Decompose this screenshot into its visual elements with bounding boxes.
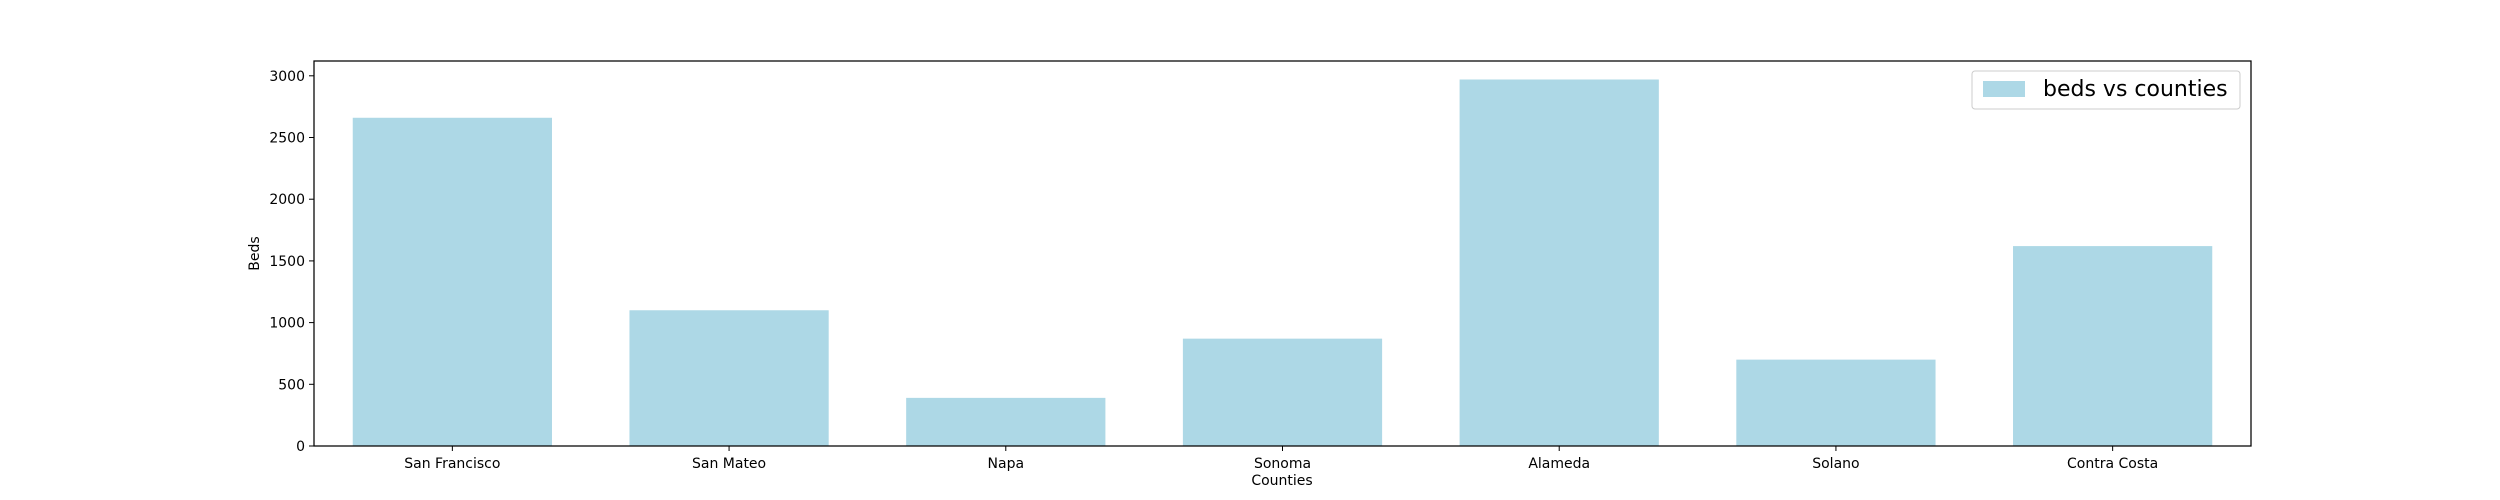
bar-sonoma — [1182, 338, 1383, 446]
y-tick-label: 0 — [296, 439, 305, 455]
x-tick-label: Solano — [1812, 456, 1859, 472]
bar-san-francisco — [352, 117, 552, 446]
bar-san-mateo — [629, 310, 829, 446]
y-tick-label: 1500 — [269, 254, 305, 270]
y-tick-label: 500 — [278, 377, 305, 393]
y-tick-label: 3000 — [269, 69, 305, 85]
x-tick-label: Contra Costa — [2067, 456, 2158, 472]
x-axis: San Francisco San Mateo Napa Sonoma Alameda S… — [404, 446, 2158, 472]
x-tick-label: Alameda — [1528, 456, 1590, 472]
x-axis-label: Counties — [1251, 473, 1312, 489]
y-tick-label: 2000 — [269, 192, 305, 208]
bar-alameda — [1459, 79, 1659, 446]
legend-swatch — [1983, 81, 2025, 97]
x-tick-label: San Mateo — [692, 456, 766, 472]
bar-napa — [906, 397, 1106, 446]
x-tick-label: Napa — [988, 456, 1025, 472]
x-tick-label: San Francisco — [404, 456, 500, 472]
y-axis: 0 500 1000 1500 2000 2500 3000 — [269, 69, 314, 455]
legend-label: beds vs counties — [2043, 77, 2228, 102]
y-tick-label: 2500 — [269, 131, 305, 147]
bar-solano — [1736, 359, 1936, 446]
legend: beds vs counties — [1971, 70, 2241, 110]
bars-layer — [352, 79, 2213, 446]
bar-contra-costa — [2013, 246, 2213, 446]
x-tick-label: Sonoma — [1254, 456, 1311, 472]
y-axis-label: Beds — [247, 236, 263, 270]
y-tick-label: 1000 — [269, 316, 305, 332]
legend-box — [1971, 70, 2241, 110]
